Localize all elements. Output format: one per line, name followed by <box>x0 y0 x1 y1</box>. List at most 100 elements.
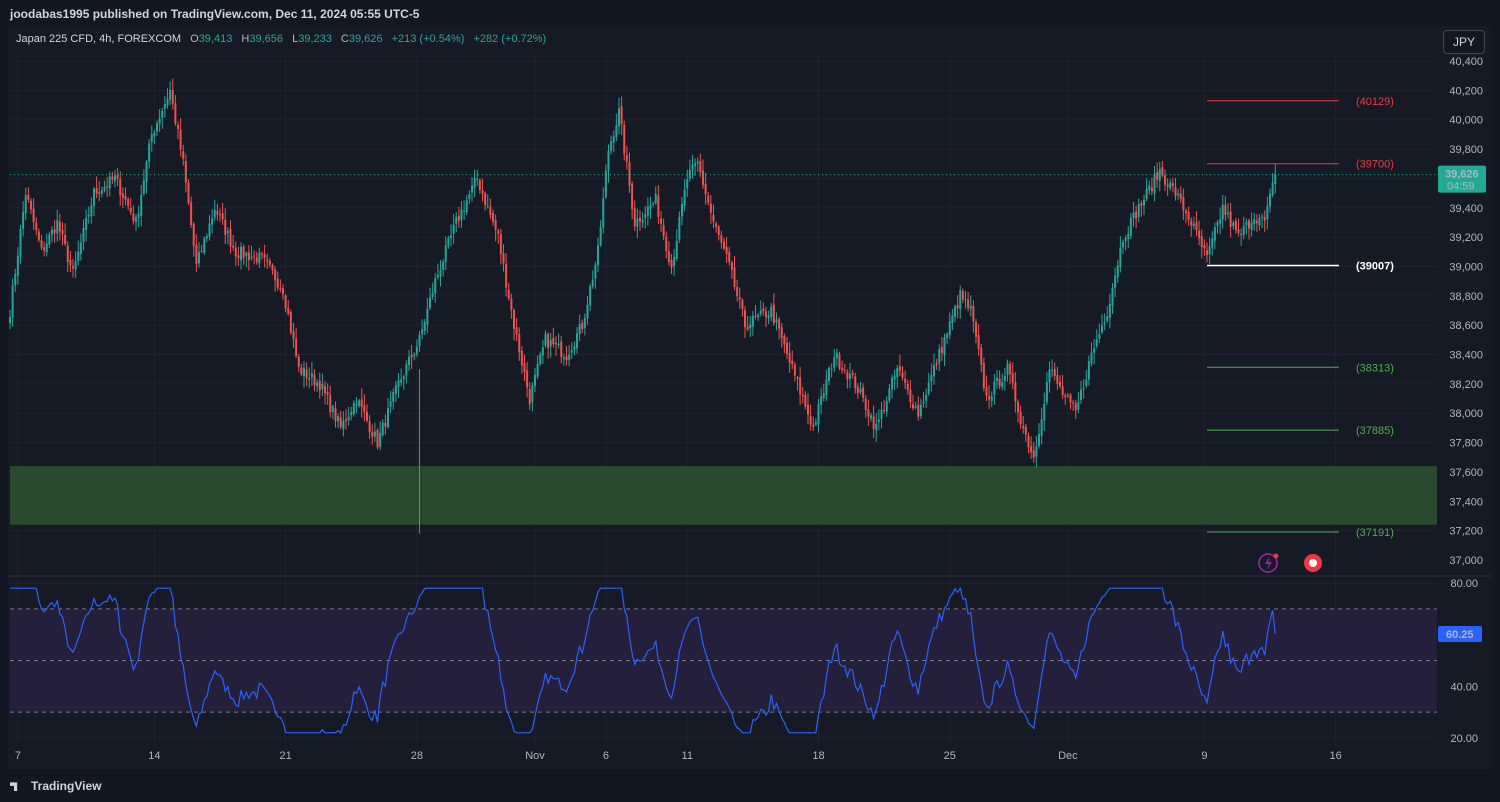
candle-body <box>746 326 749 330</box>
candle-body <box>232 245 235 248</box>
candle-body <box>906 383 909 390</box>
candle-body <box>1227 212 1229 215</box>
candle-body <box>1190 220 1193 226</box>
candle-body <box>219 214 221 216</box>
candle-body <box>515 327 518 335</box>
candle-body <box>342 420 345 430</box>
level-label-39007: (39007) <box>1356 260 1394 272</box>
candle-body <box>74 261 77 270</box>
candle-body <box>625 154 628 162</box>
candle-body <box>788 352 791 363</box>
candle-body <box>691 164 694 171</box>
levels: (40129) (39700) (39007) (38313) (37885) (3719… <box>10 96 1437 539</box>
candle-body <box>114 175 116 182</box>
candle-body <box>300 367 303 375</box>
candle-body <box>242 246 245 258</box>
candle-body <box>993 381 996 395</box>
rsi-axis-label: 40.00 <box>1450 681 1478 693</box>
notification-dot-icon <box>1273 553 1279 559</box>
candle-body <box>158 118 161 124</box>
symbol-title: Japan 225 CFD, 4h, FOREXCOM <box>16 33 182 45</box>
candle-body <box>681 204 683 217</box>
candle-body <box>969 305 972 309</box>
rsi-axis-label: 80.00 <box>1450 578 1478 590</box>
candle-body <box>326 392 329 395</box>
candle-body <box>19 229 22 257</box>
candle-body <box>660 218 662 224</box>
candle-body <box>150 134 153 142</box>
candle-body <box>1045 382 1048 403</box>
candle-body <box>988 396 991 400</box>
candle-body <box>570 350 573 353</box>
candle-body <box>1271 182 1274 195</box>
candle-body <box>439 270 442 277</box>
candle-body <box>557 343 560 346</box>
candle-body <box>688 170 691 179</box>
candle-body <box>510 298 513 310</box>
candle-body <box>1127 233 1130 239</box>
candle-body <box>103 186 106 191</box>
candle-body <box>261 253 263 255</box>
candle-body <box>610 140 613 151</box>
candle-body <box>817 404 820 425</box>
candle-body <box>1208 246 1211 255</box>
candle-body <box>1148 185 1151 191</box>
candle-body <box>132 213 135 221</box>
candle-body <box>547 334 550 348</box>
candle-body <box>772 304 775 324</box>
rsi-axis-label: 20.00 <box>1450 733 1478 745</box>
candle-body <box>402 376 405 379</box>
candle-body <box>859 388 862 393</box>
candle-body <box>1242 225 1245 235</box>
candle-body <box>447 237 450 247</box>
candle-body <box>43 247 46 251</box>
candle-body <box>121 193 124 198</box>
candle-body <box>229 229 232 247</box>
candle-body <box>205 236 208 239</box>
candle-body <box>140 194 143 216</box>
candle-body <box>279 287 282 289</box>
candle-body <box>190 202 193 226</box>
candle-body <box>982 363 985 388</box>
candle-body <box>704 183 707 195</box>
candle-body <box>738 297 741 300</box>
candle-body <box>331 406 334 413</box>
candle-body <box>1132 212 1135 219</box>
candle-body <box>891 377 893 390</box>
candle-body <box>310 373 313 378</box>
lightning-icon <box>1265 556 1272 571</box>
currency-button[interactable]: JPY <box>1443 30 1485 54</box>
candle-body <box>48 234 51 245</box>
ohlc-high-label: H <box>241 33 250 45</box>
candle-body <box>846 372 849 380</box>
candle-body <box>686 179 689 189</box>
candle-body <box>266 259 269 262</box>
candle-body <box>990 396 993 401</box>
candle-body <box>657 195 660 218</box>
candle-body <box>56 220 59 234</box>
candle-body <box>455 216 458 224</box>
candle-body <box>200 251 203 253</box>
candle-body <box>211 218 214 225</box>
price-axis-label: 37,800 <box>1449 438 1483 450</box>
candle-body <box>1153 173 1156 194</box>
candle-body <box>274 269 277 281</box>
candle-body <box>494 220 497 230</box>
pane-icons <box>1258 553 1322 573</box>
candle-body <box>30 200 32 210</box>
candle-body <box>589 286 592 306</box>
candle-body <box>360 399 363 407</box>
candle-body <box>930 374 933 382</box>
candle-body <box>64 234 67 245</box>
candle-body <box>135 217 137 222</box>
level-label-38313: (38313) <box>1356 362 1394 374</box>
candle-body <box>646 206 649 216</box>
last-price-tag <box>1438 165 1486 193</box>
candle-body <box>654 193 657 204</box>
tradingview-logo[interactable]: TradingView <box>10 779 101 793</box>
candle-body <box>725 246 728 255</box>
candle-body <box>111 176 114 180</box>
rsi-value-tag <box>1438 626 1482 643</box>
candle-body <box>363 405 366 413</box>
